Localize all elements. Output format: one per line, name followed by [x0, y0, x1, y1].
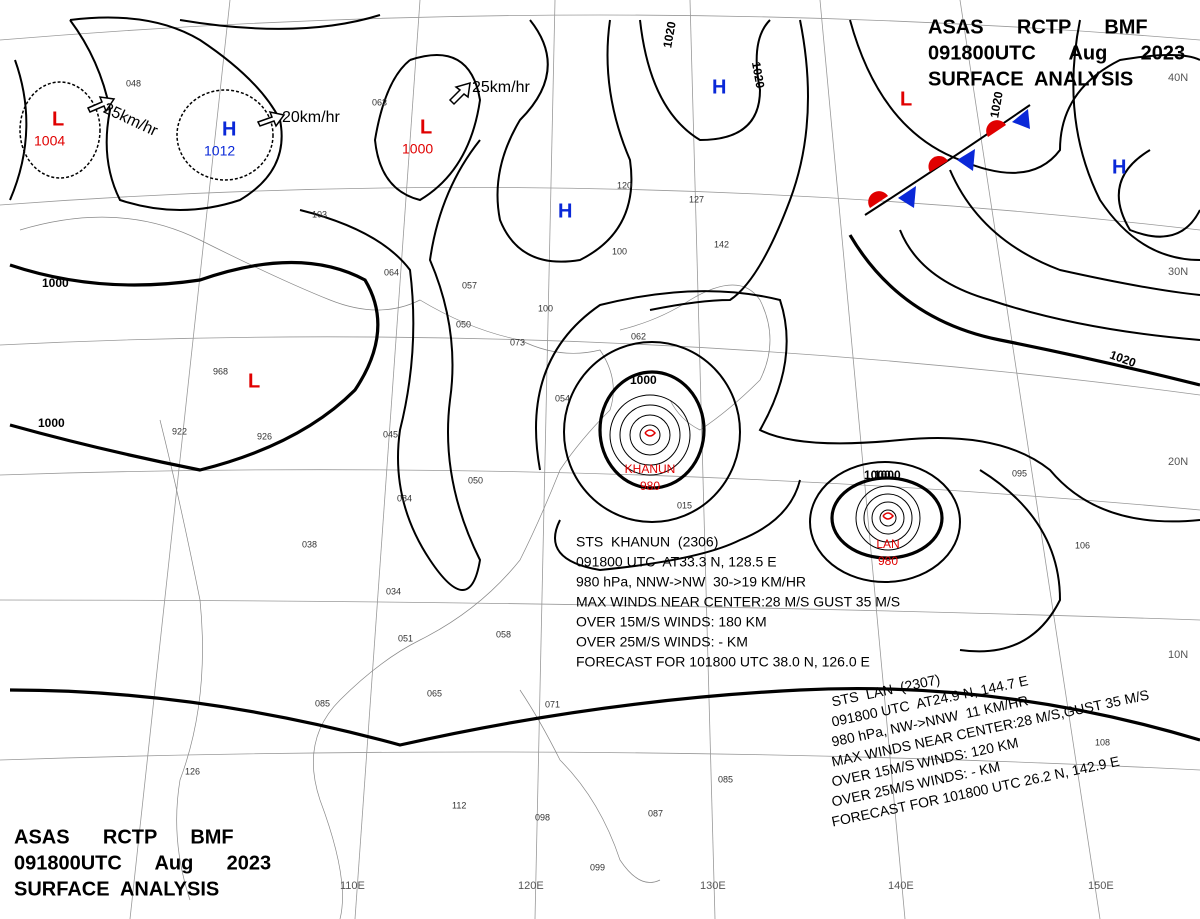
station-value: 108 [1095, 737, 1110, 747]
station-value: 922 [172, 426, 187, 436]
station-value: 112 [452, 800, 466, 810]
station-value: 126 [185, 766, 200, 776]
station-value: 054 [555, 393, 570, 403]
station-value: 034 [386, 586, 401, 596]
longitude-label: 120E [518, 880, 544, 892]
motion-label: 25km/hr [472, 79, 530, 96]
pressure-center-symbol: L [420, 116, 432, 138]
header-line: 091800UTC Aug 2023 [14, 852, 271, 874]
storm-info-line: 980 hPa, NNW->NW 30->19 KM/HR [576, 574, 806, 590]
pressure-center-symbol: H [1112, 156, 1126, 178]
motion-arrows [86, 81, 471, 128]
isobar-label: 1020 [749, 61, 767, 90]
station-value: 015 [677, 500, 692, 510]
header-line: 091800UTC Aug 2023 [928, 42, 1185, 64]
station-value: 095 [1012, 468, 1027, 478]
storm-pressure: 980 [640, 479, 660, 493]
header-line: ASAS RCTP BMF [14, 826, 234, 848]
station-value: 073 [510, 337, 525, 347]
station-value: 051 [398, 633, 413, 643]
station-value: 048 [126, 78, 141, 88]
storm-name: LAN [876, 537, 899, 551]
longitude-label: 150E [1088, 880, 1114, 892]
latitude-label: 30N [1168, 266, 1188, 278]
header-line: SURFACE ANALYSIS [928, 68, 1133, 90]
isobar-label: 1000 [630, 373, 657, 387]
pressure-center-symbol: L [900, 88, 912, 110]
storm-name: KHANUN [625, 462, 676, 476]
station-value: 050 [468, 475, 483, 485]
station-value: 968 [213, 366, 228, 376]
station-value: 057 [462, 280, 477, 290]
station-value: 038 [302, 539, 317, 549]
isobar-label: 1000 [38, 416, 65, 430]
storm-pressure: 980 [878, 554, 898, 568]
isobars [9, 14, 1200, 747]
station-value: 062 [631, 331, 646, 341]
station-value: 106 [1075, 540, 1090, 550]
station-value: 064 [384, 267, 399, 277]
station-value: 127 [689, 194, 704, 204]
longitude-label: 110E [340, 880, 365, 892]
header-line: SURFACE ANALYSIS [14, 878, 219, 900]
station-value: 085 [718, 774, 733, 784]
labels: ASAS RCTP BMF 091800UTC Aug 2023 SURFACE A… [14, 16, 1188, 900]
pressure-center-symbol: L [52, 108, 64, 130]
storm-info-line: STS KHANUN (2306) [576, 534, 718, 550]
station-value: 087 [648, 808, 663, 818]
latitude-label: 40N [1168, 72, 1188, 84]
storm-info-line: FORECAST FOR 101800 UTC 38.0 N, 126.0 E [576, 654, 870, 670]
latitude-label: 20N [1168, 456, 1188, 468]
pressure-center-value: 1004 [34, 133, 65, 149]
stationary-front [864, 104, 1031, 216]
pressure-center-symbol: H [222, 118, 236, 140]
isobar-label: 1000 [874, 468, 901, 482]
pressure-center-value: 1012 [204, 143, 235, 159]
isobar-label: 1000 [864, 468, 891, 482]
station-value: 058 [496, 629, 511, 639]
storm-info-line: OVER 15M/S WINDS: 180 KM [576, 614, 767, 630]
isobar-label: 1000 [42, 276, 69, 290]
storm-info-line: OVER 25M/S WINDS: - KM [576, 634, 748, 650]
station-value: 084 [397, 493, 412, 503]
station-value: 142 [714, 239, 729, 249]
station-value: 099 [590, 862, 605, 872]
storm-info-line: 091800 UTC AT33.3 N, 128.5 E [576, 554, 777, 570]
station-value: 071 [545, 699, 560, 709]
station-value: 120 [617, 180, 632, 190]
station-value: 045 [383, 429, 398, 439]
station-value: 100 [612, 246, 627, 256]
station-value: 100 [538, 303, 553, 313]
station-value: 098 [535, 812, 550, 822]
station-value: 063 [372, 97, 387, 107]
isobar-label: 1020 [660, 20, 678, 49]
longitude-label: 130E [700, 880, 726, 892]
storm-info-line: MAX WINDS NEAR CENTER:28 M/S GUST 35 M/S [576, 594, 900, 610]
pressure-center-value: 1000 [402, 141, 433, 157]
station-value: 926 [257, 431, 272, 441]
isobar-label: 1020 [987, 90, 1005, 119]
pressure-center-symbol: H [712, 76, 726, 98]
station-value: 085 [315, 698, 330, 708]
pressure-center-symbol: L [248, 370, 260, 392]
motion-label: 20km/hr [282, 109, 340, 126]
longitude-label: 140E [888, 880, 914, 892]
header-line: ASAS RCTP BMF [928, 16, 1148, 38]
station-value: 050 [456, 319, 471, 329]
latitude-label: 10N [1168, 649, 1188, 661]
pressure-center-symbol: H [558, 200, 572, 222]
station-value: 103 [312, 209, 327, 219]
station-value: 065 [427, 688, 442, 698]
